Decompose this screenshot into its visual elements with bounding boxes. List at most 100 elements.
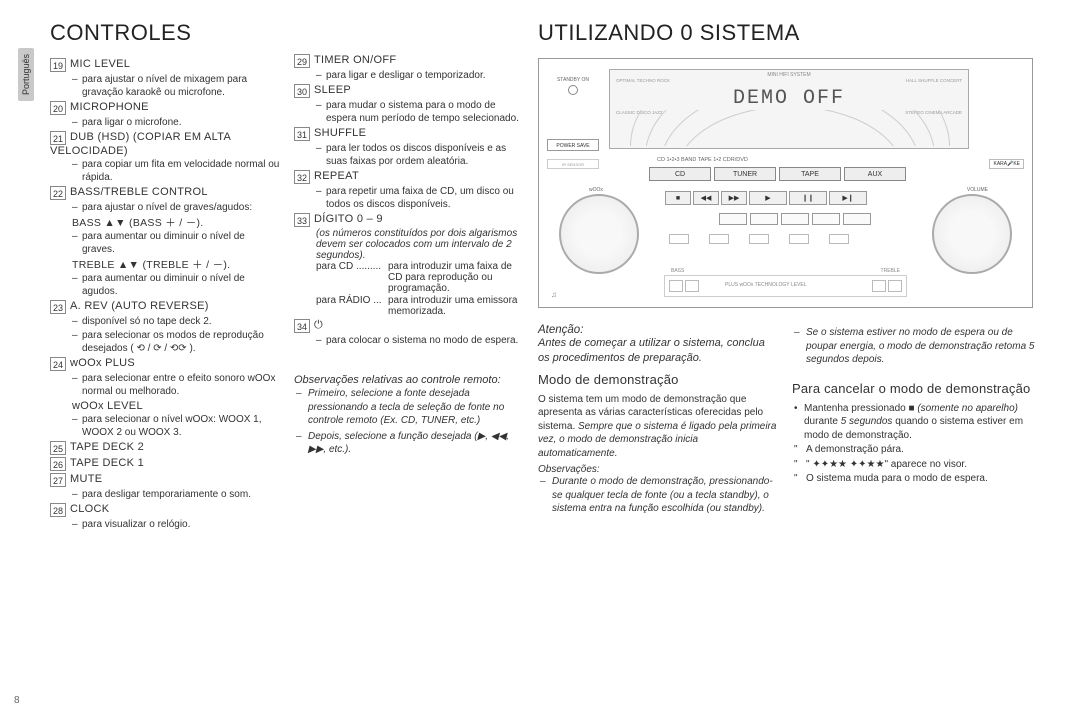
source-btn-cd[interactable]: CD [649, 167, 711, 181]
desc-line: para ler todos os discos disponíveis e a… [316, 142, 524, 168]
item-desc: para ligar o microfone. [72, 116, 280, 129]
item-num: 32 [294, 170, 310, 184]
rec-btn-2[interactable] [750, 213, 778, 225]
source-btn-aux[interactable]: AUX [844, 167, 906, 181]
sm-3[interactable] [749, 234, 769, 244]
item-desc: para copiar um fita em velocidade normal… [72, 158, 280, 184]
source-btn-tuner[interactable]: TUNER [714, 167, 776, 181]
item-num: 25 [50, 441, 66, 455]
attention-body: Antes de começar a utilizar o sistema, c… [538, 336, 778, 366]
item-desc: para repetir uma faixa de CD, um disco o… [316, 185, 524, 211]
item-num: 26 [50, 457, 66, 471]
headphone-icon: ♫ [551, 290, 557, 299]
karaoke-label: KARA🎤KE [989, 159, 1024, 169]
right-heading: UTILIZANDO 0 SISTEMA [538, 20, 1050, 46]
treble-down[interactable] [888, 280, 902, 292]
item-28: 28CLOCKpara visualizar o relógio. [50, 503, 280, 531]
item-num: 34 [294, 319, 310, 333]
demo-heading: Modo de demonstração [538, 372, 778, 387]
power-save-button[interactable]: POWER SAVE [547, 139, 599, 151]
sm-4[interactable] [789, 234, 809, 244]
bass-up[interactable] [669, 280, 683, 292]
ctrl-btn-0[interactable]: ■ [665, 191, 691, 205]
ctrl-btn-4[interactable]: ❙❙ [789, 191, 827, 205]
item-32: 32REPEATpara repetir uma faixa de CD, um… [294, 170, 524, 211]
woox-knob-label: wOOx [589, 187, 603, 193]
remote-notes-list: Primeiro, selecione a fonte desejada pre… [294, 387, 524, 457]
item-num: 21 [50, 131, 66, 145]
item-27: 27MUTEpara desligar temporariamente o so… [50, 473, 280, 501]
standby-button[interactable] [568, 85, 578, 95]
desc-line: para selecionar entre o efeito sonoro wO… [72, 372, 280, 398]
item-num: 30 [294, 84, 310, 98]
desc-line: disponível só no tape deck 2. [72, 315, 280, 328]
woox-knob[interactable] [559, 194, 639, 274]
item-24: 24wOOx PLUSpara selecionar entre o efeit… [50, 357, 280, 439]
cancel-bullet: Mantenha pressionado ■ (somente no apare… [792, 402, 1042, 443]
desc-line: para colocar o sistema no modo de espera… [316, 334, 524, 347]
attention-heading: Atenção: [538, 324, 778, 336]
item-num: 33 [294, 213, 310, 227]
item-31: 31SHUFFLEpara ler todos os discos dispon… [294, 127, 524, 168]
volume-knob-label: VOLUME [967, 187, 988, 193]
rec-btn-4[interactable] [812, 213, 840, 225]
page-content: CONTROLES 19MIC LEVELpara ajustar o níve… [0, 0, 1080, 553]
desc-line: para mudar o sistema para o modo de espe… [316, 99, 524, 125]
item-num: 27 [50, 473, 66, 487]
ctrl-btn-1[interactable]: ◀◀ [693, 191, 719, 205]
item-num: 29 [294, 54, 310, 68]
desc-line: para selecionar os modos de reprodução d… [72, 329, 280, 355]
cancel-results: A demonstração pára." ✦✦★★ ✦✦★★" aparece… [792, 443, 1042, 486]
volume-knob[interactable] [932, 194, 1012, 274]
lcd-display: MINI HIFI SYSTEM OPTIMAL TECHNO ROCK HAL… [609, 69, 969, 149]
item-title: TAPE DECK 2 [70, 441, 144, 453]
column-1: CONTROLES 19MIC LEVELpara ajustar o níve… [50, 20, 280, 533]
ctrl-btn-3[interactable]: ▶ [749, 191, 787, 205]
sm-5[interactable] [829, 234, 849, 244]
item-title: MIC LEVEL [70, 58, 130, 70]
item-num: 19 [50, 58, 66, 72]
rec-btn-3[interactable] [781, 213, 809, 225]
item-desc: para colocar o sistema no modo de espera… [316, 334, 524, 347]
item-26: 26TAPE DECK 1 [50, 457, 280, 471]
item-title: MUTE [70, 473, 102, 485]
item-33: 33DÍGITO 0 – 9(os números constituídos p… [294, 213, 524, 317]
item-num: 22 [50, 186, 66, 200]
item-num: 23 [50, 300, 66, 314]
woox-tech-label: PLUS wOOx TECHNOLOGY LEVEL [725, 282, 807, 288]
source-btn-tape[interactable]: TAPE [779, 167, 841, 181]
source-top-labels: CD 1•2•3 BAND TAPE 1•2 CDR/DVD [657, 157, 748, 163]
item-title: SHUFFLE [314, 127, 366, 139]
sm-1[interactable] [669, 234, 689, 244]
right-section: UTILIZANDO 0 SISTEMA STANDBY ON POWER SA… [538, 20, 1050, 533]
desc-line: para ligar e desligar o temporizador. [316, 69, 524, 82]
item-num: 20 [50, 101, 66, 115]
remote-note: Primeiro, selecione a fonte desejada pre… [294, 387, 524, 428]
rec-btn-5[interactable] [843, 213, 871, 225]
desc-line: para copiar um fita em velocidade normal… [72, 158, 280, 184]
item-30: 30SLEEPpara mudar o sistema para o modo … [294, 84, 524, 125]
item-23: 23A. REV (AUTO REVERSE)disponível só no … [50, 300, 280, 355]
item-title: wOOx PLUS [70, 357, 135, 369]
sm-2[interactable] [709, 234, 729, 244]
item-desc: para selecionar entre o efeito sonoro wO… [72, 372, 280, 398]
item-title: TIMER ON/OFF [314, 54, 396, 66]
treble-label: TREBLE [881, 268, 900, 274]
cancel-heading: Para cancelar o modo de demonstração [792, 381, 1042, 396]
item-20: 20 MICROPHONE para ligar o microfone. [50, 101, 280, 129]
ctrl-btn-2[interactable]: ▶▶ [721, 191, 747, 205]
transport-buttons: ■◀◀▶▶▶❙❙▶❙ [665, 191, 867, 205]
column-2: 29 TIMER ON/OFF para ligar e desligar o te… [294, 20, 524, 533]
rec-btn-1[interactable] [719, 213, 747, 225]
ctrl-btn-5[interactable]: ▶❙ [829, 191, 867, 205]
column-3: Atenção: Antes de começar a utilizar o s… [538, 324, 778, 518]
bass-label: BASS [671, 268, 684, 274]
treble-up[interactable] [872, 280, 886, 292]
bass-down[interactable] [685, 280, 699, 292]
left-heading: CONTROLES [50, 20, 280, 46]
item-desc: para ligar e desligar o temporizador. [316, 69, 524, 82]
desc-line: para visualizar o relógio. [72, 518, 280, 531]
item-title: MICROPHONE [70, 101, 149, 113]
desc-line: para repetir uma faixa de CD, um disco o… [316, 185, 524, 211]
item-desc: para visualizar o relógio. [72, 518, 280, 531]
